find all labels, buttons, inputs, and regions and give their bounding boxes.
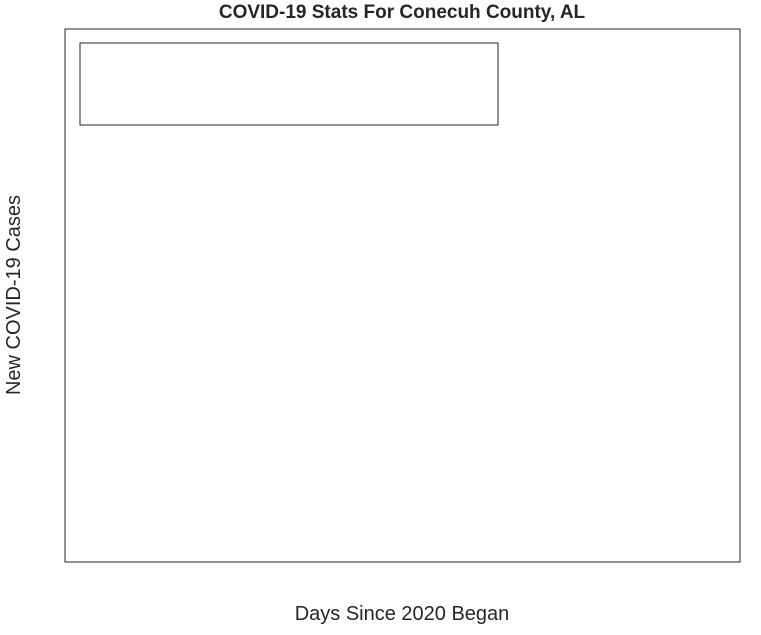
legend bbox=[79, 42, 499, 126]
y-axis-label: New COVID-19 Cases bbox=[3, 195, 25, 395]
legend-box bbox=[79, 42, 499, 126]
axes-box bbox=[64, 28, 741, 563]
chart-title: COVID-19 Stats For Conecuh County, AL bbox=[219, 2, 586, 23]
x-axis-label: Days Since 2020 Began bbox=[295, 603, 510, 625]
